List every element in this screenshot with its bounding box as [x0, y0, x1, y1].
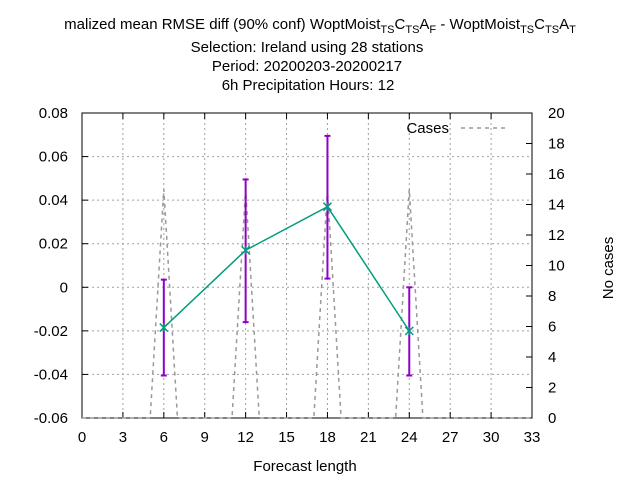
y2-tick-label: 16	[548, 166, 565, 183]
y-tick-label: 0.06	[39, 149, 68, 166]
y2-tick-label: 12	[548, 227, 565, 244]
y-tick-label: 0.04	[39, 192, 68, 209]
x-tick-label: 27	[442, 429, 459, 446]
title-line-3: Period: 20200203-20200217	[212, 58, 402, 75]
y2-tick-label: 10	[548, 258, 565, 275]
x-tick-label: 9	[201, 429, 209, 446]
x-tick-label: 3	[119, 429, 127, 446]
axes	[81, 112, 533, 419]
y2-axis-label: No cases	[600, 237, 617, 300]
grid	[82, 113, 532, 418]
title: malized mean RMSE diff (90% conf) WoptMo…	[64, 16, 576, 94]
data-point	[241, 245, 251, 255]
y-tick-label: -0.06	[34, 410, 68, 427]
y2-ticks: 0 2 4 6 8 10 12 14 16 18 20	[526, 105, 565, 427]
y2-tick-label: 0	[548, 410, 556, 427]
legend-label: Cases	[406, 120, 449, 137]
y2-tick-label: 20	[548, 105, 565, 122]
x-tick-label: 15	[278, 429, 295, 446]
cases-line	[82, 189, 532, 419]
x-tick-label: 6	[160, 429, 168, 446]
x-tick-label: 18	[319, 429, 336, 446]
x-tick-label: 21	[360, 429, 377, 446]
series-line	[163, 205, 410, 332]
x-tick-label: 0	[78, 429, 86, 446]
y-tick-label: 0.02	[39, 236, 68, 253]
title-line-4: 6h Precipitation Hours: 12	[222, 77, 395, 94]
y2-tick-label: 4	[548, 349, 556, 366]
y2-tick-label: 14	[548, 197, 565, 214]
x-tick-label: 30	[483, 429, 500, 446]
series-main	[159, 134, 414, 377]
y2-tick-label: 18	[548, 136, 565, 153]
y-ticks: 0.08 0.06 0.04 0.02 0 -0.02 -0.04 -0.06	[34, 105, 88, 427]
data-point	[404, 326, 414, 336]
data-point	[159, 323, 169, 333]
x-axis-label: Forecast length	[253, 458, 356, 475]
x-tick-label: 33	[524, 429, 541, 446]
data-point	[322, 202, 332, 212]
y-tick-label: -0.02	[34, 323, 68, 340]
y-tick-label: 0	[60, 279, 68, 296]
y2-tick-label: 8	[548, 288, 556, 305]
y-tick-label: 0.08	[39, 105, 68, 122]
x-tick-label: 24	[401, 429, 418, 446]
x-tick-label: 12	[237, 429, 254, 446]
title-line-2: Selection: Ireland using 28 stations	[191, 39, 424, 56]
y2-tick-label: 6	[548, 319, 556, 336]
plot-frame	[81, 112, 533, 419]
y-tick-label: -0.04	[34, 366, 68, 383]
legend: Cases	[406, 120, 505, 137]
y2-tick-label: 2	[548, 380, 556, 397]
x-ticks: 0 3 6 9 12 15 18 21 24 27 30 33	[78, 113, 541, 446]
series-cases	[82, 189, 532, 419]
title-line-1: malized mean RMSE diff (90% conf) WoptMo…	[64, 16, 576, 36]
